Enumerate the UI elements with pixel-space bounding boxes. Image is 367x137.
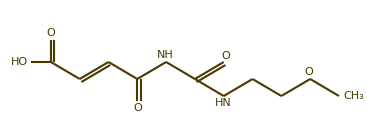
Text: CH₃: CH₃ [343, 91, 364, 101]
Text: O: O [47, 28, 55, 38]
Text: O: O [221, 51, 230, 61]
Text: HO: HO [11, 57, 28, 67]
Text: HN: HN [214, 98, 231, 108]
Text: O: O [305, 67, 313, 77]
Text: O: O [133, 103, 142, 113]
Text: NH: NH [157, 50, 174, 60]
